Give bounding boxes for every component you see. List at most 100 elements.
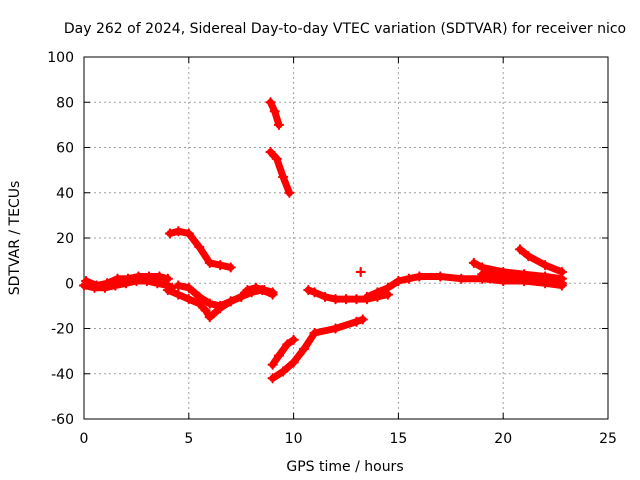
x-tick-label: 20 (494, 431, 512, 447)
series-trace (269, 336, 298, 369)
data-point (319, 291, 331, 302)
data-point (372, 287, 383, 298)
data-point (173, 289, 184, 300)
data-point (267, 287, 278, 298)
data-point (556, 266, 567, 278)
data-point (122, 273, 134, 284)
data-point (265, 146, 276, 158)
series-track-7 (265, 146, 295, 198)
data-point (173, 226, 184, 237)
y-tick-label: 60 (56, 141, 74, 157)
data-point (225, 262, 236, 273)
data-point (309, 287, 320, 298)
data-point (278, 366, 289, 377)
data-point (162, 273, 173, 284)
y-tick-label: -40 (51, 367, 74, 383)
data-point (273, 350, 285, 361)
data-point (250, 282, 261, 293)
data-point (351, 316, 362, 327)
series-track-8 (267, 334, 299, 370)
axis-ticks: 0 5 10 15 20 25 -60 -40 -20 0 20 40 60 80 100 (47, 50, 617, 447)
data-point (351, 293, 362, 305)
data-point (101, 278, 113, 289)
y-tick-label: -20 (51, 322, 74, 338)
data-point (361, 291, 373, 302)
data-point (540, 278, 551, 289)
data-point (357, 314, 368, 325)
data-point (273, 119, 285, 130)
y-tick-label: 80 (56, 95, 74, 111)
data-point (152, 278, 163, 289)
data-point (183, 293, 194, 305)
data-point (393, 275, 404, 287)
series-track-3 (164, 226, 236, 273)
data-point (330, 293, 341, 305)
data-point (284, 187, 295, 198)
data-point (456, 273, 467, 284)
x-tick-label: 5 (184, 431, 193, 447)
data-point (242, 284, 253, 296)
data-point (259, 284, 270, 296)
data-point (282, 339, 293, 350)
data-point (154, 271, 165, 282)
grid-lines (84, 57, 608, 419)
y-tick-label: 100 (47, 50, 74, 66)
data-point (183, 282, 194, 293)
data-point (91, 280, 102, 291)
y-axis-title: SDTVAR / TECUs (7, 181, 23, 296)
data-point (215, 300, 226, 311)
series-track-11 (355, 266, 366, 278)
x-tick-label: 0 (80, 431, 89, 447)
data-points (78, 97, 567, 384)
data-point (468, 257, 479, 268)
data-point (514, 244, 526, 255)
y-tick-label: 20 (56, 231, 74, 247)
data-point (414, 271, 425, 282)
data-point (556, 280, 567, 291)
data-point (133, 271, 144, 282)
x-tick-label: 15 (389, 431, 407, 447)
data-point (271, 153, 282, 164)
series-trace (269, 315, 367, 382)
series-track-2 (80, 271, 173, 291)
data-point (194, 291, 205, 302)
data-point (162, 284, 173, 296)
data-point (267, 373, 278, 384)
data-point (204, 257, 215, 268)
data-point (204, 298, 215, 309)
series-track-5 (173, 280, 278, 311)
series-track-6 (265, 97, 285, 130)
data-point (288, 357, 299, 368)
data-point (523, 251, 534, 262)
data-point (112, 273, 123, 284)
data-point (267, 359, 278, 370)
data-point (382, 282, 394, 293)
data-point (435, 271, 446, 282)
y-tick-label: 40 (56, 186, 74, 202)
series-trace (267, 148, 293, 197)
data-point (80, 275, 92, 287)
data-point (303, 284, 314, 296)
data-point (225, 296, 236, 307)
series-track-15 (514, 244, 567, 278)
data-point (236, 291, 247, 302)
data-point (183, 228, 194, 239)
data-point (498, 271, 509, 282)
chart-title: Day 262 of 2024, Sidereal Day-to-day VTE… (64, 21, 626, 37)
data-point (278, 171, 289, 183)
data-point (143, 271, 155, 282)
data-point (204, 312, 215, 323)
data-point (200, 305, 211, 316)
data-point (164, 228, 176, 239)
data-point (355, 266, 366, 278)
data-point (265, 97, 276, 108)
series-track-14 (477, 269, 567, 291)
data-point (519, 275, 530, 287)
data-point (477, 269, 488, 280)
x-axis-title: GPS time / hours (286, 459, 403, 475)
data-point (540, 260, 551, 271)
data-point (309, 327, 320, 339)
data-point (194, 241, 205, 253)
data-point (330, 323, 341, 334)
